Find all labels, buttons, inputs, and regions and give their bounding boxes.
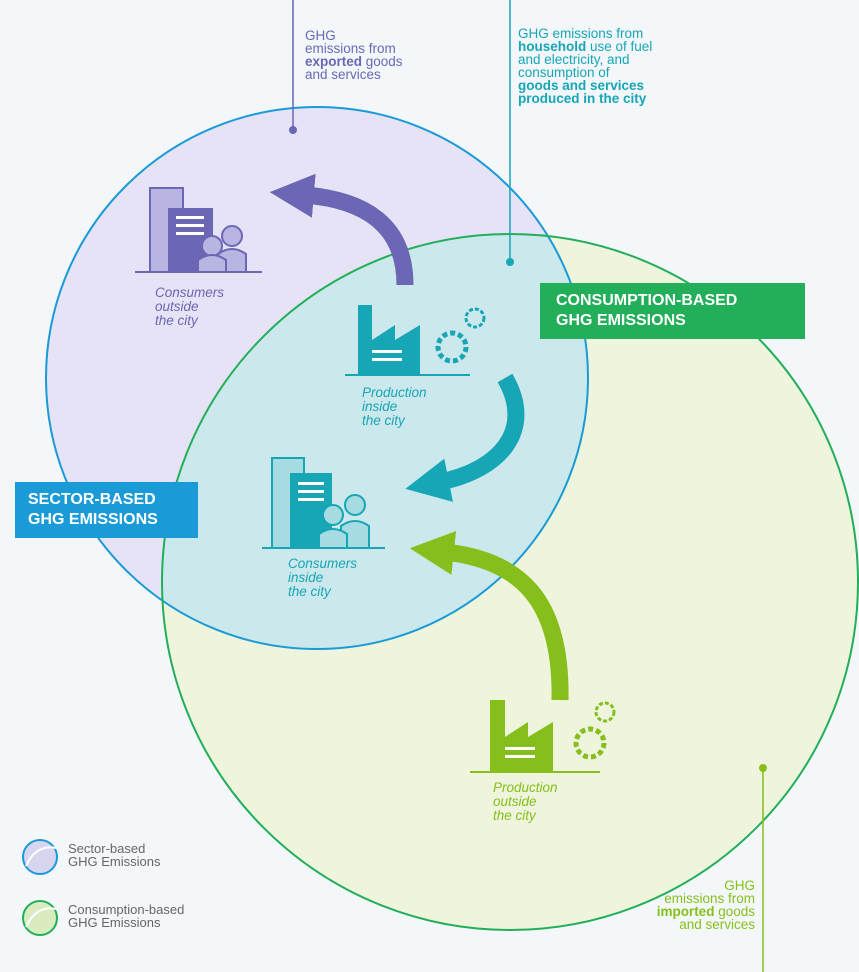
text-run: consumption of: [518, 65, 610, 80]
text-run: SECTOR-BASED: [28, 491, 156, 508]
text-run: outside: [155, 299, 199, 314]
text-line: produced in the city: [518, 91, 647, 106]
text-run: goods: [714, 904, 755, 919]
text-run: goods: [362, 54, 403, 69]
text-line: imported goods: [657, 904, 756, 919]
legend-swatch: [22, 900, 58, 936]
text-run: imported: [657, 904, 715, 919]
text-run: GHG Emissions: [68, 854, 161, 869]
text-run: GHG EMISSIONS: [556, 312, 686, 329]
sector-circle: [45, 106, 589, 650]
icon-production-inside: [345, 305, 486, 376]
text-line: emissions from: [305, 41, 396, 56]
arrow-import: [409, 530, 569, 701]
text-run: Consumers: [155, 285, 224, 300]
text-run: Sector-based: [68, 841, 145, 856]
text-run: inside: [288, 570, 323, 585]
node-label: Production outside the city: [493, 780, 558, 823]
text-run: CONSUMPTION-BASED: [556, 292, 737, 309]
leader-dot: [506, 258, 514, 266]
text-run: Production: [362, 385, 427, 400]
arrow-export: [269, 173, 414, 286]
text-run: Consumers: [288, 556, 357, 571]
node-label: Consumers outside the city: [155, 285, 224, 328]
text-line: exported goods: [305, 54, 403, 69]
text-run: the city: [288, 584, 332, 599]
text-run: GHG emissions from: [518, 26, 643, 41]
annotation-household: GHG emissions from household use of fuel a…: [518, 26, 652, 106]
text-line: GHG: [724, 878, 755, 893]
text-line: and electricity, and: [518, 52, 630, 67]
sector-label-box: [15, 482, 198, 538]
text-run: GHG EMISSIONS: [28, 511, 158, 528]
legend-swatch: [22, 839, 58, 875]
text-run: emissions from: [305, 41, 396, 56]
text-run: and services: [305, 67, 381, 82]
annotation-imported: GHG emissions from imported goods and servi…: [657, 878, 756, 932]
text-run: GHG Emissions: [68, 915, 161, 930]
arrow-local: [405, 373, 525, 502]
text-run: use of fuel: [586, 39, 652, 54]
leader-dot: [289, 126, 297, 134]
text-line: GHG emissions from: [518, 26, 643, 41]
node-label: Consumers inside the city: [288, 556, 357, 599]
text-run: the city: [362, 413, 406, 428]
text-run: the city: [155, 313, 199, 328]
sector-label: SECTOR-BASED GHG EMISSIONS: [28, 491, 158, 528]
text-line: household use of fuel: [518, 39, 652, 54]
text-run: and electricity, and: [518, 52, 630, 67]
text-run: emissions from: [664, 891, 755, 906]
icon-consumers-inside: [262, 457, 385, 549]
text-run: GHG: [305, 28, 336, 43]
text-run: outside: [493, 794, 537, 809]
leader-dot: [759, 764, 767, 772]
text-line: emissions from: [664, 891, 755, 906]
text-run: goods and services: [518, 78, 644, 93]
node-label: Production inside the city: [362, 385, 427, 428]
text-run: Consumption-based: [68, 902, 184, 917]
text-run: exported: [305, 54, 362, 69]
text-line: and services: [679, 917, 755, 932]
text-run: Production: [493, 780, 558, 795]
text-line: and services: [305, 67, 381, 82]
legend-label: Sector-based GHG Emissions: [68, 841, 161, 869]
icon-production-outside: [470, 700, 616, 773]
text-run: the city: [493, 808, 537, 823]
text-run: GHG: [724, 878, 755, 893]
text-line: GHG: [305, 28, 336, 43]
text-run: inside: [362, 399, 397, 414]
text-line: goods and services: [518, 78, 644, 93]
consumption-label: CONSUMPTION-BASED GHG EMISSIONS: [556, 292, 737, 329]
legend-label: Consumption-based GHG Emissions: [68, 902, 184, 930]
text-line: consumption of: [518, 65, 610, 80]
text-run: produced in the city: [518, 91, 647, 106]
text-run: and services: [679, 917, 755, 932]
text-run: household: [518, 39, 586, 54]
consumption-label-box: [540, 283, 805, 339]
annotation-exported: GHG emissions from exported goods and servi…: [305, 28, 403, 82]
icon-consumers-outside: [135, 187, 262, 273]
